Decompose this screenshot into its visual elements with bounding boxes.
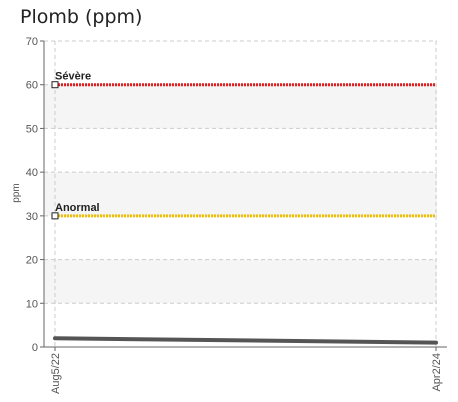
threshold-label-1: Anormal [55,202,100,214]
chart-title: Plomb (ppm) [20,6,143,28]
y-tick-label-0: 0 [32,342,38,354]
band-1 [44,172,437,216]
y-tick-label-7: 70 [26,36,38,48]
y-tick-label-5: 50 [26,123,38,135]
data-point-0-0 [53,336,57,340]
x-tick-label-1: Apr2/24 [431,353,443,392]
y-tick-label-6: 60 [26,80,38,92]
y-axis-label: ppm [11,183,22,202]
background-bands [44,84,437,304]
x-tick-label-0: Aug5/22 [50,353,62,394]
threshold-marker-1 [51,212,59,220]
threshold-marker-0 [51,81,59,89]
y-tick-label-1: 10 [26,298,38,310]
band-0 [44,259,437,304]
y-tick-label-3: 30 [26,211,38,223]
axes [43,41,447,348]
series-line-0 [53,336,438,345]
y-ticks: 0 10 20 30 40 50 60 70 [26,36,44,354]
x-ticks: Aug5/22 Apr2/24 [50,347,443,394]
series [53,336,438,345]
thresholds: Sévère Anormal [51,71,436,220]
band-2 [44,84,437,129]
data-point-0-1 [434,341,438,345]
threshold-label-0: Sévère [55,71,91,83]
y-tick-label-4: 40 [26,167,38,179]
y-tick-label-2: 20 [26,255,38,267]
